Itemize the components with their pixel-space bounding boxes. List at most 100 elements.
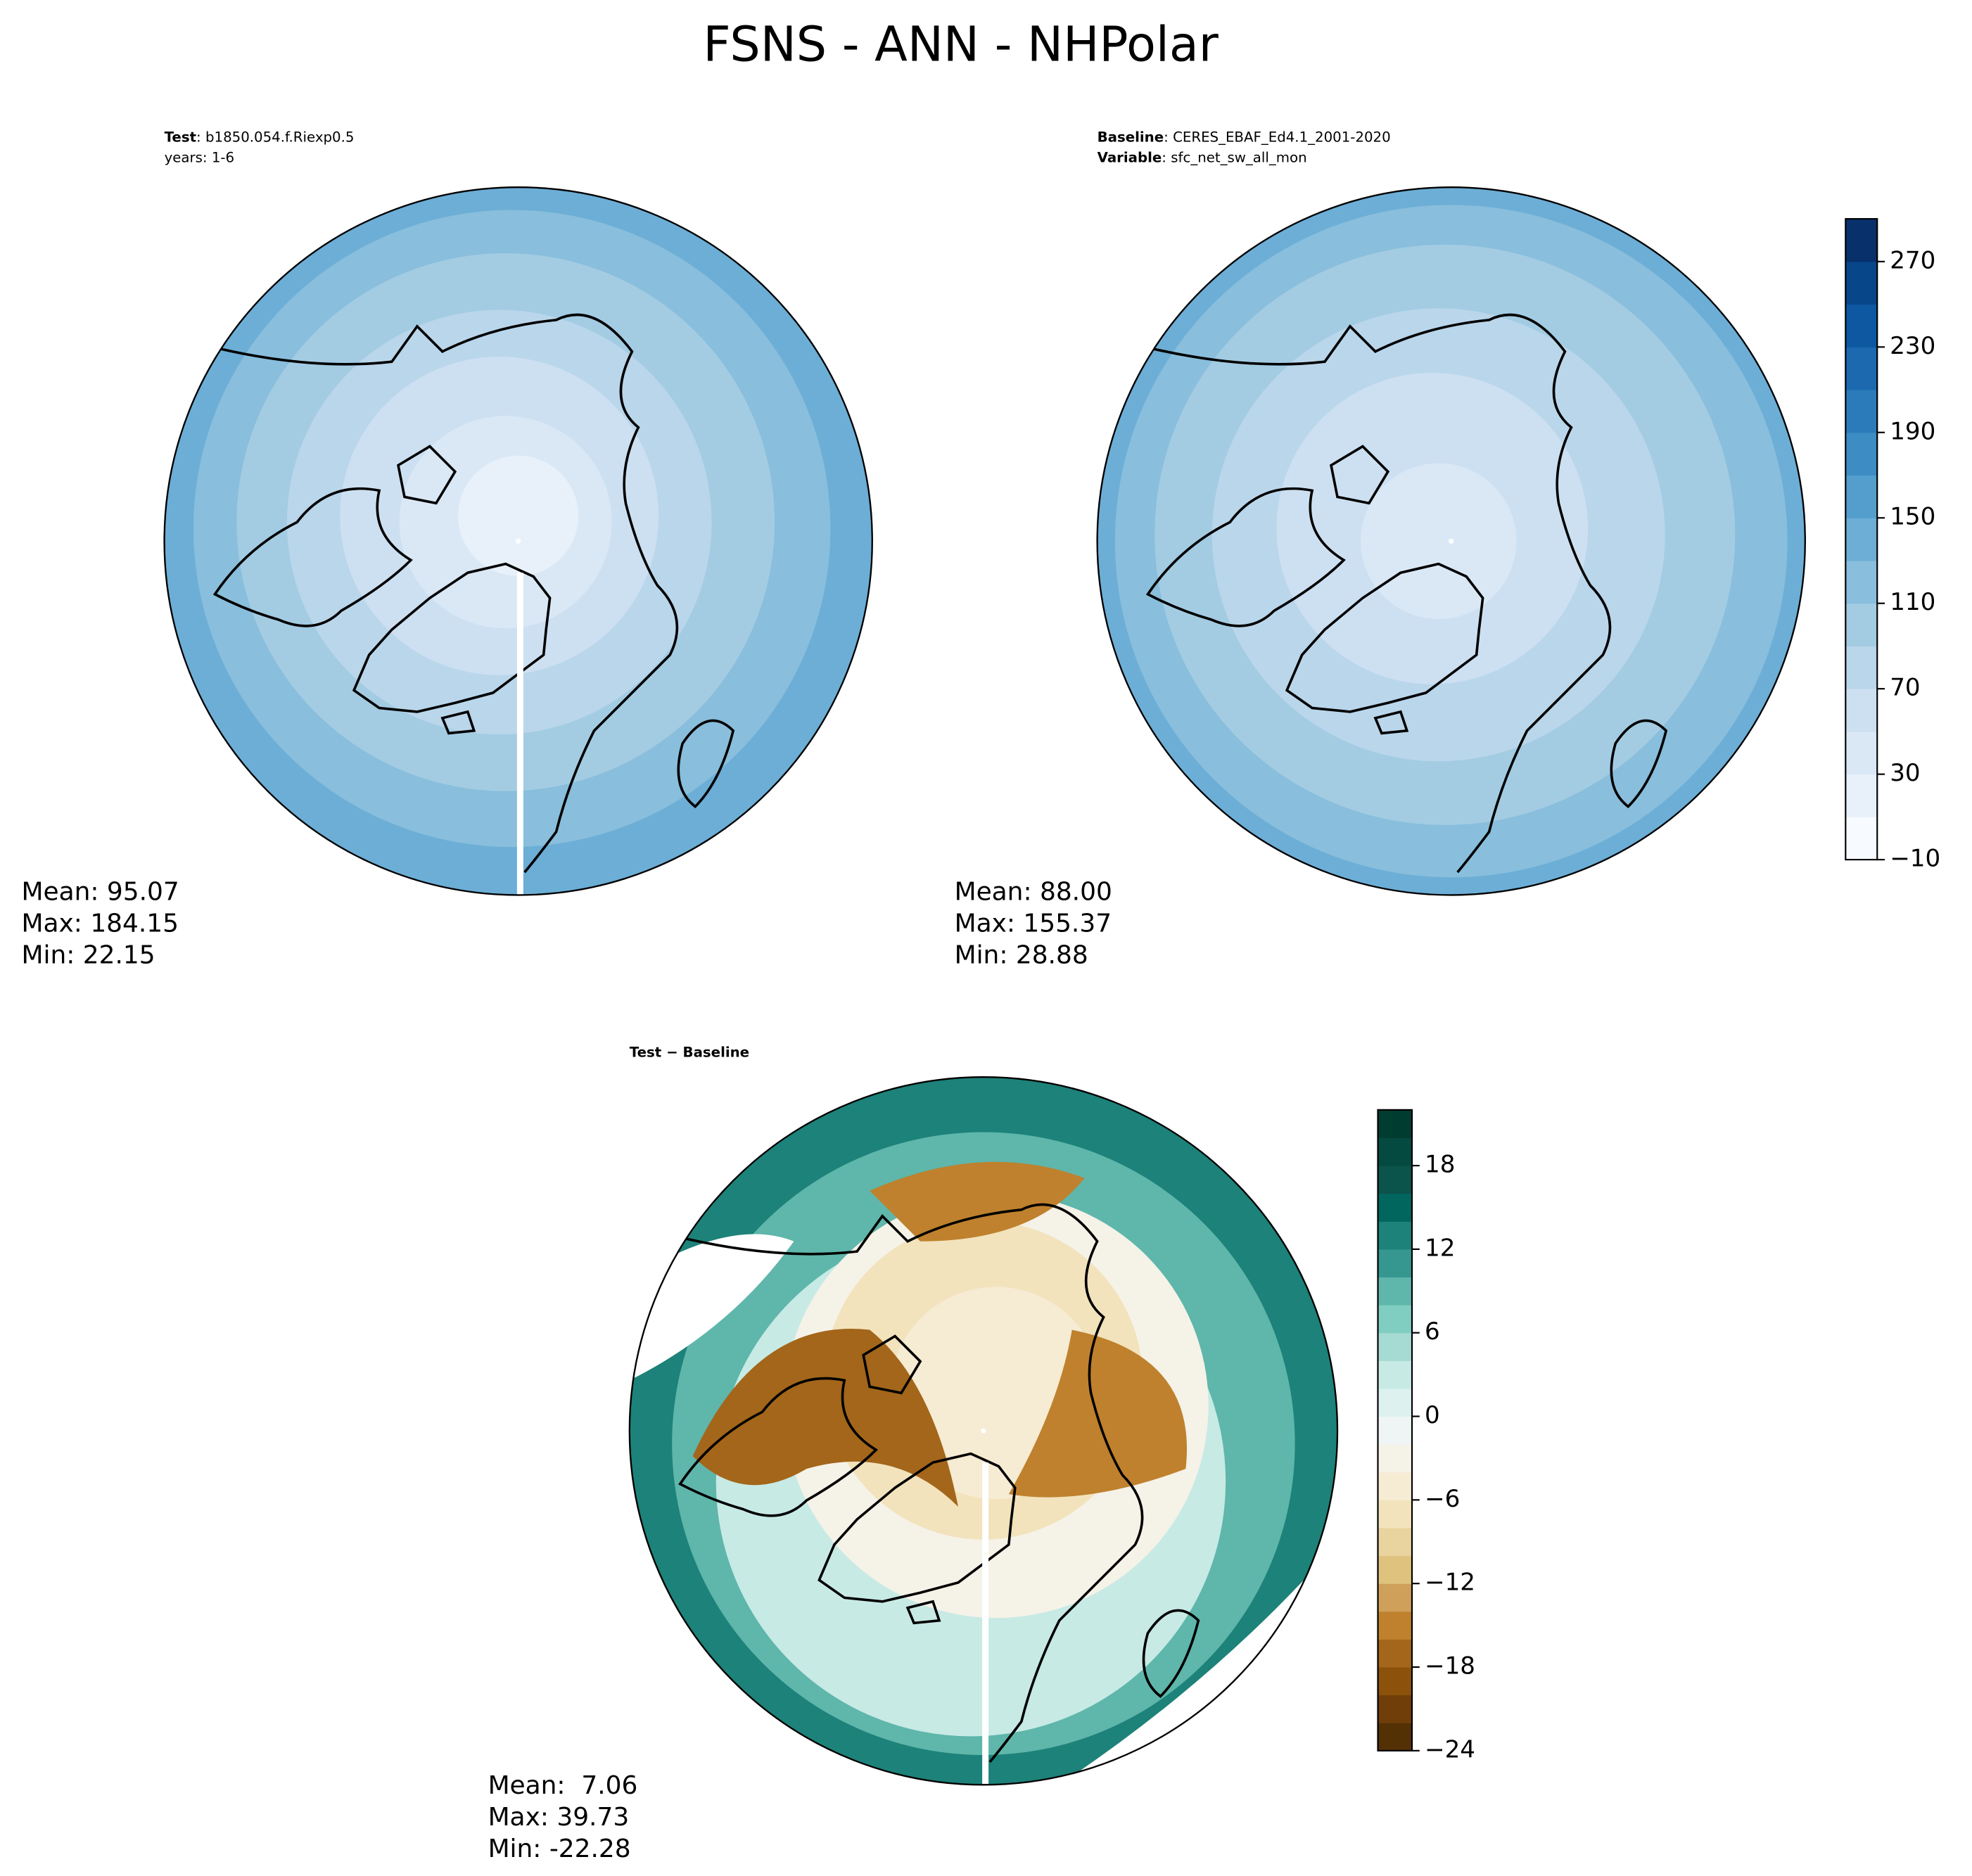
- colorbar-frame: [1377, 1109, 1413, 1751]
- colorbar-band: [1378, 1277, 1413, 1306]
- header-value: : CERES_EBAF_Ed4.1_2001-2020: [1164, 129, 1391, 146]
- colorbar-band: [1845, 261, 1878, 305]
- pole-marker: [516, 538, 521, 544]
- stat-line: Min: -22.28: [488, 1834, 631, 1863]
- colorbar-tick-label: 190: [1890, 417, 1935, 445]
- colorbar-band: [1378, 1166, 1413, 1194]
- stat-line: Max: 184.15: [22, 910, 179, 938]
- colorbar-band: [1378, 1388, 1413, 1417]
- colorbar-band: [1378, 1109, 1413, 1139]
- colorbar-tick-label: −18: [1425, 1652, 1475, 1680]
- stat-line: Min: 28.88: [955, 940, 1088, 969]
- colorbar-tick-label: 18: [1425, 1151, 1455, 1179]
- colorbar-band: [1378, 1360, 1413, 1389]
- figure-title: FSNS - ANN - NHPolar: [703, 18, 1219, 73]
- panel-header: years: 1-6: [165, 149, 235, 165]
- map-boundary: [1096, 186, 1806, 896]
- field: [629, 1077, 1338, 1785]
- colorbar-band: [1378, 1444, 1413, 1473]
- colorbar-tick-label: −10: [1890, 845, 1940, 873]
- colorbar-tick-label: 30: [1890, 759, 1920, 787]
- colorbar-band: [1845, 603, 1878, 646]
- colorbar-tick-label: 6: [1425, 1317, 1440, 1346]
- colorbar-frame: [1845, 218, 1878, 861]
- map-panel: Test − Baseline Mean: 7.06 Max: 39.73Min: …: [488, 1044, 1339, 1863]
- map-panel: Baseline: CERES_EBAF_Ed4.1_2001-2020Vari…: [955, 129, 1806, 969]
- panel-header: Baseline: CERES_EBAF_Ed4.1_2001-2020: [1098, 129, 1391, 146]
- stat-line: Max: 39.73: [488, 1803, 630, 1832]
- colorbar-band: [1845, 518, 1878, 561]
- colorbar-band: [1378, 1193, 1413, 1222]
- header-value: : b1850.054.f.Riexp0.5: [196, 129, 354, 146]
- contour-band: [629, 1234, 794, 1381]
- colorbar-band: [1378, 1611, 1413, 1640]
- colorbar-band: [1378, 1416, 1413, 1445]
- colorbar-tick-label: 0: [1425, 1401, 1440, 1429]
- colorbar-band: [1845, 390, 1878, 433]
- contour-band: [1361, 463, 1517, 619]
- colorbar: −10 30 70 110 150 190 230 270: [1845, 218, 1940, 873]
- contour-band: [458, 455, 579, 576]
- colorbar-band: [1845, 432, 1878, 476]
- colorbar-band: [1378, 1527, 1413, 1557]
- map-boundary: [628, 1076, 1339, 1786]
- colorbar-band: [1378, 1332, 1413, 1361]
- colorbar-band: [1378, 1583, 1413, 1612]
- panel-header: Variable: sfc_net_sw_all_mon: [1098, 149, 1307, 165]
- header-key: Test − Baseline: [630, 1044, 749, 1060]
- colorbar-band: [1845, 347, 1878, 390]
- colorbar-band: [1378, 1472, 1413, 1500]
- colorbar-band: [1845, 304, 1878, 347]
- colorbar-band: [1845, 774, 1878, 817]
- colorbar-band: [1378, 1695, 1413, 1723]
- colorbar-band: [1378, 1249, 1413, 1278]
- header-key: Variable: [1098, 149, 1162, 165]
- header-key: Baseline: [1098, 129, 1164, 146]
- colorbar-tick-label: 270: [1890, 246, 1935, 274]
- panel-header: Test − Baseline: [630, 1044, 749, 1060]
- colorbar-band: [1845, 689, 1878, 732]
- stat-line: Mean: 95.07: [22, 878, 179, 907]
- colorbar-tick-label: 110: [1890, 588, 1935, 616]
- header-value: years: 1-6: [165, 149, 235, 165]
- pole-marker: [1449, 538, 1454, 544]
- header-value: : sfc_net_sw_all_mon: [1162, 149, 1306, 165]
- colorbar-band: [1845, 817, 1878, 860]
- colorbar-band: [1845, 475, 1878, 518]
- colorbar: −24 −18 −12 −6 0 6 12 18: [1377, 1109, 1475, 1763]
- map-panel: Test: b1850.054.f.Riexp0.5 years: 1-6 Mean…: [22, 129, 873, 969]
- map-boundary: [163, 186, 873, 896]
- stat-line: Mean: 7.06: [488, 1771, 638, 1800]
- colorbar-band: [1845, 560, 1878, 604]
- colorbar-band: [1378, 1500, 1413, 1529]
- panel-header: Test: b1850.054.f.Riexp0.5: [165, 129, 355, 146]
- colorbar-tick-label: 230: [1890, 332, 1935, 360]
- data-gap: [982, 1462, 989, 1785]
- field: [164, 187, 872, 895]
- data-gap: [516, 573, 523, 895]
- colorbar-tick-label: 70: [1890, 674, 1920, 702]
- colorbar-band: [1845, 646, 1878, 689]
- colorbar-band: [1845, 219, 1878, 262]
- contour-band: [692, 1329, 958, 1507]
- colorbar-band: [1378, 1137, 1413, 1166]
- colorbar-tick-label: −24: [1425, 1735, 1475, 1763]
- colorbar-band: [1378, 1723, 1413, 1751]
- colorbar-band: [1378, 1639, 1413, 1668]
- colorbar-band: [1845, 731, 1878, 775]
- colorbar-band: [1378, 1667, 1413, 1696]
- colorbar-tick-label: −12: [1425, 1569, 1475, 1597]
- colorbar-tick-label: 150: [1890, 503, 1935, 531]
- pole-marker: [981, 1428, 986, 1434]
- colorbar-tick-label: −6: [1425, 1485, 1460, 1513]
- colorbar-band: [1378, 1221, 1413, 1250]
- stat-line: Min: 22.15: [22, 940, 155, 969]
- contour-band: [870, 1161, 1085, 1242]
- colorbar-tick-label: 12: [1425, 1234, 1455, 1262]
- colorbar-band: [1378, 1305, 1413, 1334]
- stat-line: Max: 155.37: [955, 910, 1112, 938]
- header-key: Test: [165, 129, 196, 146]
- colorbar-band: [1378, 1555, 1413, 1584]
